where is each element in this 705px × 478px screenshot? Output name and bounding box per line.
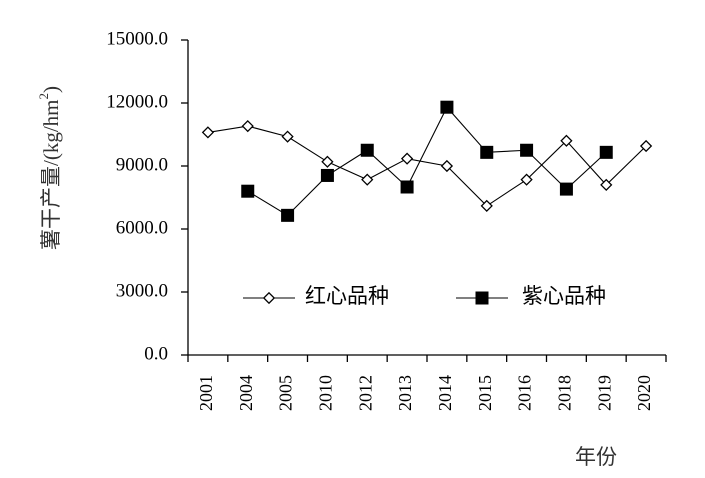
y-tick-label: 6000.0 xyxy=(116,217,168,238)
series-line xyxy=(247,106,607,217)
y-tick-label: 9000.0 xyxy=(116,154,168,175)
data-point xyxy=(560,134,573,147)
x-tick-label: 2015 xyxy=(475,375,495,411)
data-point xyxy=(480,145,494,159)
legend-label: 紫心品种 xyxy=(522,284,606,308)
y-tick-label: 15000.0 xyxy=(106,28,168,49)
x-tick-label: 2001 xyxy=(196,375,216,411)
x-tick-label: 2014 xyxy=(435,375,455,411)
x-axis: 2001 2004 2005 2010 2012 2013 2014 2015 2016 2018… xyxy=(187,354,667,411)
series-2 xyxy=(241,100,613,222)
data-point xyxy=(599,145,613,159)
data-point xyxy=(241,119,254,133)
data-point xyxy=(475,291,489,305)
legend-item: 紫心品种 xyxy=(456,284,606,308)
data-point xyxy=(400,180,414,194)
data-point xyxy=(520,173,533,186)
x-tick-label: 2019 xyxy=(594,375,614,411)
x-tick-label: 2018 xyxy=(555,375,575,411)
y-axis-title-main: 薯干产量/(kg/hm xyxy=(39,100,63,251)
data-point xyxy=(400,152,414,165)
data-point xyxy=(440,159,454,173)
data-point xyxy=(321,155,334,168)
x-tick-label: 2012 xyxy=(355,375,375,411)
x-tick-label: 2016 xyxy=(515,375,535,411)
data-point xyxy=(639,139,653,153)
data-point xyxy=(480,199,493,213)
data-point xyxy=(281,130,294,143)
x-tick-label: 2020 xyxy=(634,375,654,411)
data-point xyxy=(520,143,534,157)
y-axis-title-superscript: 2 xyxy=(36,93,51,100)
x-tick-label: 2005 xyxy=(276,375,296,411)
data-point xyxy=(201,126,215,139)
data-point xyxy=(241,184,255,198)
legend: 红心品种 紫心品种 xyxy=(243,284,606,308)
y-tick-label: 3000.0 xyxy=(116,280,168,301)
data-point xyxy=(262,291,276,305)
y-axis-title: 薯干产量/(kg/hm2) xyxy=(36,86,63,250)
data-point xyxy=(600,178,613,192)
legend-label: 红心品种 xyxy=(305,284,389,308)
x-tick-label: 2013 xyxy=(395,375,415,411)
x-axis-title: 年份 xyxy=(575,445,617,469)
series-line xyxy=(207,125,647,207)
y-axis-title-close: ) xyxy=(39,86,63,93)
data-point xyxy=(440,100,454,114)
y-tick-label: 0.0 xyxy=(144,343,168,364)
x-tick-label: 2010 xyxy=(316,375,336,411)
series-1 xyxy=(201,119,653,213)
data-point xyxy=(559,182,573,196)
x-tick-label: 2004 xyxy=(236,375,256,411)
data-point xyxy=(281,208,295,222)
plot-area xyxy=(201,100,653,222)
data-point xyxy=(360,143,374,157)
y-axis: 0.0 3000.0 6000.0 9000.0 12000.0 15000.0 xyxy=(106,28,189,364)
data-point xyxy=(361,173,374,186)
legend-item: 红心品种 xyxy=(243,284,389,308)
data-point xyxy=(320,168,334,182)
y-tick-label: 12000.0 xyxy=(106,91,168,112)
